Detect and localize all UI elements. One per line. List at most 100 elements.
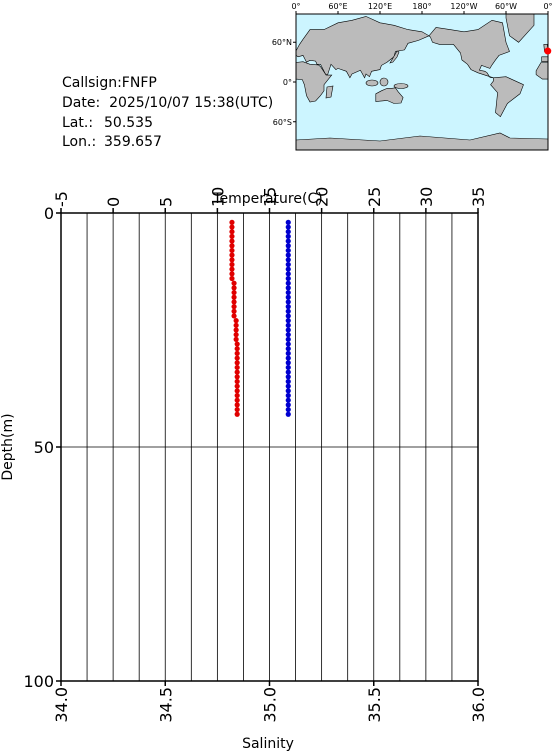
data-point	[285, 266, 291, 272]
data-point	[285, 280, 291, 286]
data-point	[285, 271, 291, 277]
data-point	[234, 341, 240, 347]
data-point	[234, 402, 240, 408]
data-point	[231, 308, 237, 314]
data-point	[285, 257, 291, 263]
lon-label: Lon.:	[62, 134, 96, 150]
data-point	[231, 313, 237, 319]
data-point	[285, 350, 291, 356]
data-point	[285, 299, 291, 305]
x-tick-label: 10	[208, 187, 227, 207]
map-x-tick-label: 180°	[412, 2, 431, 11]
map-axes: 0° 60°E 120°E 180° 120°W 60°W 0° 60°N 0° 60°S	[272, 2, 553, 127]
data-point	[285, 374, 291, 380]
x-axis-title: Temperature(C)	[212, 191, 322, 207]
data-point	[285, 308, 291, 314]
data-point	[229, 219, 235, 225]
x2-tick-label: 34.5	[156, 687, 175, 723]
data-point	[234, 350, 240, 356]
data-point	[285, 224, 291, 230]
x2-tick-label: 35.5	[365, 687, 384, 723]
x-tick-label: 15	[261, 187, 280, 207]
data-point	[229, 243, 235, 249]
data-point	[285, 294, 291, 300]
map-x-tick-label: 120°W	[450, 2, 477, 11]
data-point	[285, 304, 291, 310]
data-point	[233, 327, 239, 333]
data-point	[285, 406, 291, 413]
y-axis-title: Depth(m)	[0, 413, 16, 480]
y-tick-label: 0	[44, 204, 54, 223]
data-point	[229, 261, 235, 268]
data-point	[229, 271, 235, 277]
data-point	[229, 257, 235, 263]
data-point	[285, 355, 291, 361]
x2-tick-label: 36.0	[469, 687, 488, 723]
data-point	[234, 355, 240, 361]
map-x-tick-label: 0°	[543, 2, 552, 11]
data-point	[285, 336, 291, 342]
data-point	[234, 364, 240, 371]
x2-tick-label: 35.0	[261, 687, 280, 723]
data-point	[233, 332, 239, 338]
data-point	[285, 392, 291, 399]
data-point	[285, 383, 291, 389]
data-point	[231, 285, 237, 291]
x-tick-label: 30	[417, 187, 436, 207]
data-point	[285, 388, 291, 394]
data-point	[229, 266, 235, 272]
data-point	[285, 327, 291, 333]
data-point	[234, 369, 240, 375]
data-point	[234, 360, 240, 366]
data-point	[285, 252, 291, 258]
station-marker	[544, 47, 552, 55]
map-x-tick-label: 0°	[291, 2, 300, 11]
data-point	[229, 224, 235, 230]
map-land	[295, 13, 549, 151]
lat-label: Lat.:	[62, 115, 93, 131]
x-tick-label: 0	[104, 197, 123, 207]
x-tick-label: 25	[365, 187, 384, 207]
lat-value: 50.535	[104, 115, 153, 131]
map-x-tick-label: 60°W	[495, 2, 517, 11]
map-x-tick-label: 120°E	[368, 2, 392, 11]
data-point	[285, 332, 291, 338]
data-point	[285, 364, 291, 371]
data-point	[285, 233, 291, 239]
data-point	[229, 233, 235, 239]
data-point	[231, 289, 237, 296]
data-point	[285, 341, 291, 347]
data-point	[285, 402, 291, 408]
map-x-tick-label: 60°E	[328, 2, 347, 11]
data-point	[285, 378, 291, 385]
data-point	[285, 289, 291, 296]
data-point	[234, 378, 240, 385]
data-point	[229, 238, 235, 244]
map-y-tick-label: 60°N	[272, 38, 292, 47]
data-point	[285, 313, 291, 319]
data-point	[285, 275, 291, 282]
data-point	[234, 397, 240, 403]
data-point	[285, 397, 291, 403]
data-point	[285, 369, 291, 375]
data-point	[231, 280, 237, 286]
data-point	[285, 219, 291, 225]
data-point	[234, 346, 240, 352]
data-point	[285, 247, 291, 254]
data-point	[234, 392, 240, 399]
x-tick-label: -5	[52, 191, 71, 207]
data-point	[234, 388, 240, 394]
data-point	[233, 318, 239, 324]
data-point	[285, 318, 291, 324]
data-point	[234, 374, 240, 380]
data-point	[285, 229, 291, 235]
map-y-tick-label: 0°	[283, 78, 292, 87]
data-point	[285, 243, 291, 249]
data-point	[233, 336, 239, 342]
data-point	[229, 252, 235, 258]
data-point	[285, 411, 291, 417]
date: Date: 2025/10/07 15:38(UTC)	[62, 95, 273, 111]
lon-value: 359.657	[104, 134, 162, 150]
data-point	[233, 322, 239, 328]
